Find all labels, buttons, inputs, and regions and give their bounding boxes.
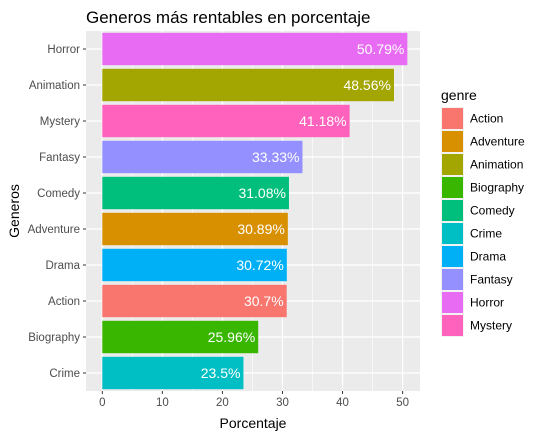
legend: genre Action Adventure Animation Biography C… bbox=[441, 87, 525, 337]
bars bbox=[102, 32, 408, 390]
bar-adventure bbox=[102, 212, 288, 246]
bar-label-animation: 48.56% bbox=[343, 77, 390, 93]
y-tick-label-biography: Biography bbox=[28, 332, 80, 344]
legend-label-horror: Horror bbox=[470, 296, 504, 310]
legend-swatch-mystery bbox=[442, 315, 463, 336]
legend-label-biography: Biography bbox=[470, 181, 524, 195]
legend-swatch-crime bbox=[442, 223, 463, 244]
x-tick-label: 20 bbox=[216, 397, 229, 409]
legend-swatch-comedy bbox=[442, 200, 463, 221]
legend-swatch-fantasy bbox=[442, 269, 463, 290]
bar-action bbox=[102, 284, 287, 318]
legend-label-mystery: Mystery bbox=[470, 319, 512, 333]
bar-comedy bbox=[102, 176, 289, 210]
bar-label-horror: 50.79% bbox=[357, 41, 404, 57]
y-tick-label-crime: Crime bbox=[49, 368, 80, 380]
y-tick-label-horror: Horror bbox=[47, 44, 80, 56]
bar-label-comedy: 31.08% bbox=[238, 185, 285, 201]
legend-swatch-biography bbox=[442, 177, 463, 198]
x-tick-label: 40 bbox=[336, 397, 349, 409]
legend-swatch-animation bbox=[442, 154, 463, 175]
y-tick-label-adventure: Adventure bbox=[28, 224, 80, 236]
bar-label-mystery: 41.18% bbox=[299, 113, 346, 129]
legend-label-comedy: Comedy bbox=[470, 204, 515, 218]
x-axis-title: Porcentaje bbox=[220, 415, 287, 431]
legend-label-fantasy: Fantasy bbox=[470, 273, 513, 287]
y-tick-label-mystery: Mystery bbox=[40, 116, 81, 128]
bar-mystery bbox=[102, 104, 350, 138]
legend-swatch-action bbox=[442, 108, 463, 129]
x-tick-label: 30 bbox=[276, 397, 289, 409]
bar-biography bbox=[102, 320, 259, 354]
y-axis-title: Generos bbox=[6, 184, 22, 238]
y-tick-label-drama: Drama bbox=[45, 260, 80, 272]
x-axis: 0 10 20 30 40 50 bbox=[99, 391, 409, 409]
bar-drama bbox=[102, 248, 287, 282]
y-axis: Horror Animation Mystery Fantasy Comedy Adven… bbox=[28, 44, 86, 380]
bar-label-action: 30.7% bbox=[244, 293, 284, 309]
legend-label-adventure: Adventure bbox=[470, 135, 525, 149]
legend-swatch-horror bbox=[442, 292, 463, 313]
x-tick-label: 50 bbox=[396, 397, 409, 409]
bar-label-drama: 30.72% bbox=[236, 257, 283, 273]
legend-title: genre bbox=[441, 87, 477, 103]
legend-label-animation: Animation bbox=[470, 158, 523, 172]
bar-horror bbox=[102, 32, 408, 66]
x-tick-label: 0 bbox=[99, 397, 105, 409]
legend-swatch-drama bbox=[442, 246, 463, 267]
y-tick-label-comedy: Comedy bbox=[37, 188, 80, 200]
legend-swatch-adventure bbox=[442, 131, 463, 152]
y-tick-label-animation: Animation bbox=[29, 80, 80, 92]
bar-labels: 50.79% 48.56% 41.18% 33.33% 31.08% 30.89% 30.7… bbox=[201, 41, 405, 381]
bar-label-adventure: 30.89% bbox=[237, 221, 284, 237]
legend-label-crime: Crime bbox=[470, 227, 502, 241]
y-tick-label-action: Action bbox=[48, 296, 80, 308]
bar-animation bbox=[102, 68, 394, 102]
x-tick-label: 10 bbox=[156, 397, 169, 409]
bar-label-fantasy: 33.33% bbox=[252, 149, 299, 165]
bar-crime bbox=[102, 356, 244, 390]
bar-label-biography: 25.96% bbox=[208, 329, 255, 345]
legend-label-drama: Drama bbox=[470, 250, 506, 264]
legend-label-action: Action bbox=[470, 112, 503, 126]
bar-fantasy bbox=[102, 140, 303, 174]
chart-title: Generos más rentables en porcentaje bbox=[86, 8, 370, 27]
y-tick-label-fantasy: Fantasy bbox=[39, 152, 80, 164]
bar-label-crime: 23.5% bbox=[201, 365, 241, 381]
